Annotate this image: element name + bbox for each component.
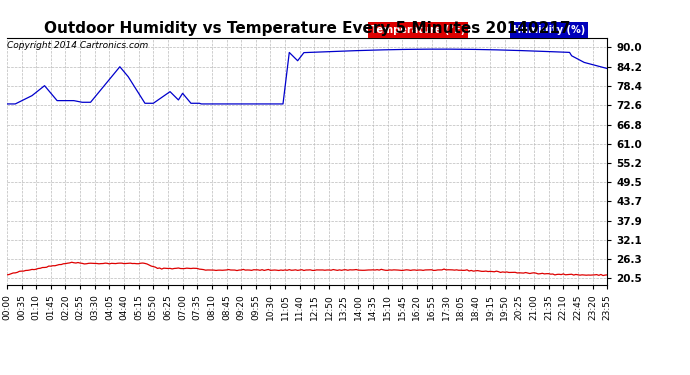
- Text: Humidity (%): Humidity (%): [513, 26, 585, 35]
- Text: Copyright 2014 Cartronics.com: Copyright 2014 Cartronics.com: [7, 41, 148, 50]
- Title: Outdoor Humidity vs Temperature Every 5 Minutes 20140217: Outdoor Humidity vs Temperature Every 5 …: [43, 21, 571, 36]
- Text: Temperature (°F): Temperature (°F): [371, 25, 465, 35]
